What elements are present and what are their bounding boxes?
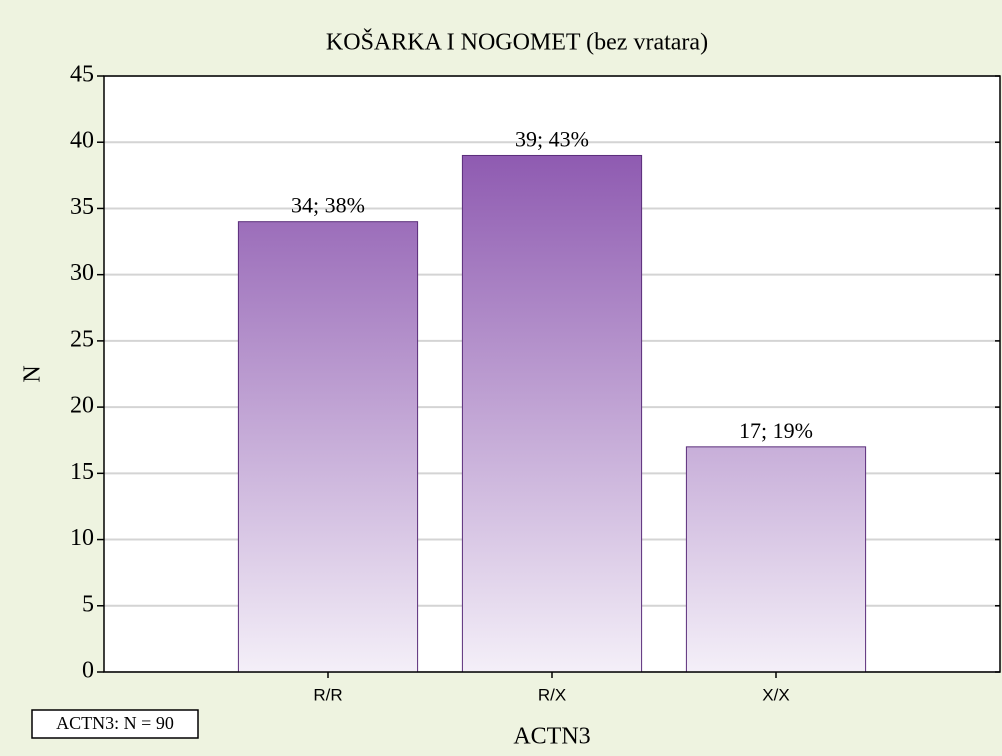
bar	[685, 446, 867, 673]
data-label: 39; 43%	[515, 127, 589, 152]
bar	[237, 221, 419, 673]
x-axis-label: ACTN3	[513, 724, 590, 750]
x-tick-label: R/X	[538, 685, 566, 704]
y-tick-label: 35	[70, 194, 94, 220]
y-tick-label: 5	[82, 591, 94, 617]
annotation-box	[31, 709, 199, 739]
y-tick-label: 25	[70, 326, 94, 352]
chart-title: KOŠARKA I NOGOMET (bez vratara)	[326, 29, 708, 56]
y-tick-label: 10	[70, 525, 94, 551]
x-tick-label: R/R	[313, 685, 342, 704]
data-label: 34; 38%	[291, 193, 365, 218]
x-tick-label: X/X	[762, 685, 789, 704]
data-label: 17; 19%	[739, 418, 813, 443]
y-tick-label: 15	[70, 459, 94, 485]
y-tick-label: 45	[70, 62, 94, 88]
y-tick-label: 0	[82, 658, 94, 684]
y-axis-label: N	[20, 365, 46, 382]
y-tick-label: 40	[70, 128, 94, 154]
y-tick-label: 20	[70, 393, 94, 419]
bar	[461, 154, 643, 673]
annotation: ACTN3: N = 90	[56, 713, 174, 733]
plot-border	[103, 75, 1001, 673]
y-tick-label: 30	[70, 260, 94, 286]
